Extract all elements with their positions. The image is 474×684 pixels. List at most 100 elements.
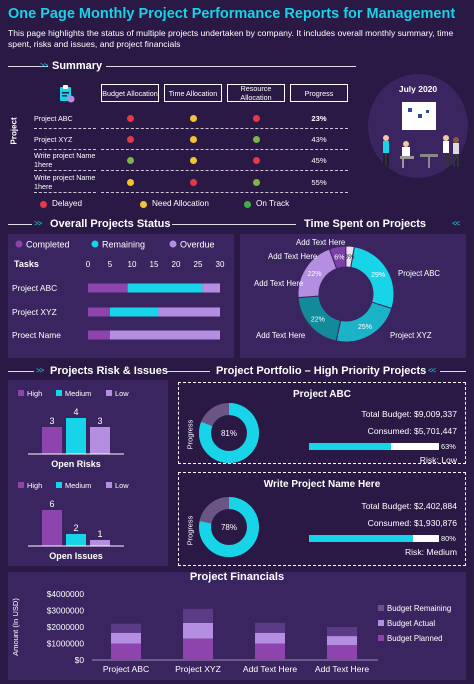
donut-progress	[199, 497, 259, 557]
table-row	[101, 150, 348, 171]
summary-row-name: Write project Name 1here	[34, 151, 96, 171]
legend-swatch	[378, 635, 384, 641]
x-tick-label: Add Text Here	[243, 664, 298, 674]
y-tick-label: $4000000	[47, 589, 85, 599]
consumed-percent: 63%	[441, 442, 456, 451]
data-label: 3	[49, 416, 54, 426]
y-tick-label: $1000000	[47, 639, 85, 649]
col-header-time: Time Allocation	[164, 84, 222, 102]
bar-segment	[202, 283, 220, 293]
slice-value-label: 22%	[311, 316, 325, 323]
divider	[8, 224, 32, 225]
bar-segment	[183, 608, 213, 623]
total-budget: Total Budget: $2,402,884	[361, 501, 457, 511]
slice-value-label: 3%	[344, 254, 354, 261]
legend-label: High	[27, 481, 42, 490]
progress-axis-label: Progress	[185, 419, 195, 450]
legend-swatch	[106, 482, 112, 488]
progress-value: 55%	[311, 177, 327, 187]
data-label: 3	[97, 416, 102, 426]
legend-label: Low	[115, 481, 129, 490]
summary-row-axis-label: Project	[9, 117, 19, 145]
bar	[66, 534, 86, 546]
time-spent-chart: 29% Project ABC 25% Project XYZ 22% Add Text …	[254, 238, 440, 343]
progress-donut: 81%	[199, 403, 259, 463]
status-dot	[190, 178, 197, 186]
y-tick-label: $0	[75, 655, 85, 665]
donut-slice	[335, 301, 393, 343]
legend-label: Remaining	[102, 240, 145, 250]
month-badge: July 2020	[368, 74, 468, 178]
risk-issues-panel: High Medium Low 3 4 3 Open Risks High Medium Low 6…	[8, 380, 168, 566]
data-label: 4	[73, 407, 78, 417]
legend-dot	[244, 201, 251, 208]
consumed-bar	[309, 443, 439, 450]
x-tick-label: 20	[172, 260, 181, 269]
whiteboard-icon	[402, 102, 436, 130]
consumed-bar	[309, 535, 439, 542]
progress-value: 45%	[311, 155, 327, 165]
status-dot	[253, 156, 260, 164]
financials-heading: Project Financials	[189, 571, 285, 583]
data-label: 1	[97, 529, 102, 539]
clipboard-icon	[56, 84, 76, 104]
bar-segment	[88, 283, 128, 293]
month-label: July 2020	[398, 84, 438, 94]
arrow-icon: >>	[34, 219, 42, 228]
tasks-label: Tasks	[14, 259, 39, 269]
y-tick-label: $3000000	[47, 606, 85, 616]
status-dot	[127, 178, 134, 186]
bar-segment	[327, 636, 357, 646]
legend-label: Medium	[65, 481, 91, 490]
status-dot	[253, 135, 260, 143]
legend-swatch	[56, 482, 62, 488]
slice-category-label: Add Text Here	[254, 279, 303, 288]
table-row	[101, 108, 348, 129]
bar-segment	[255, 632, 285, 644]
status-dot	[127, 135, 134, 143]
bar	[42, 427, 62, 454]
summary-heading: Summary	[52, 60, 103, 72]
bar-segment	[110, 330, 220, 340]
status-dot	[127, 156, 134, 164]
status-dot	[253, 114, 260, 122]
bar-segment	[88, 307, 110, 317]
category-label: Project XYZ	[12, 307, 57, 317]
consumed-amount: Consumed: $5,701,447	[367, 426, 457, 436]
category-label: Project ABC	[12, 283, 57, 293]
divider	[106, 66, 356, 67]
bar-segment	[183, 622, 213, 639]
legend-swatch	[106, 390, 112, 396]
page-title: One Page Monthly Project Performance Rep…	[8, 6, 456, 22]
bar-segment	[88, 330, 110, 340]
legend-label: Need Allocation	[152, 199, 209, 208]
card-title: Write Project Name Here	[263, 479, 381, 490]
overall-status-heading: Overall Projects Status	[50, 218, 171, 230]
legend-swatch	[56, 390, 62, 396]
y-tick-label: $2000000	[47, 622, 85, 632]
legend-label: On Track	[256, 199, 290, 208]
summary-legend: Delayed Need Allocation On Track	[40, 198, 360, 212]
bar-segment	[127, 283, 203, 293]
risk-level: Risk: Medium	[404, 547, 457, 557]
legend-label: Budget Planned	[387, 634, 443, 643]
bar-segment	[183, 638, 213, 660]
risk-level: Risk: Low	[419, 455, 457, 465]
chart-title: Open Issues	[49, 551, 103, 561]
consumed-bar-fill	[309, 535, 413, 542]
legend-swatch	[91, 240, 99, 248]
bar	[42, 510, 62, 546]
progress-value: 43%	[311, 134, 327, 144]
progress-value: 81%	[221, 429, 237, 438]
status-dot	[190, 135, 197, 143]
consumed-bar-fill	[309, 443, 391, 450]
legend-dot	[140, 201, 147, 208]
slice-value-label: 6%	[334, 255, 344, 262]
status-dot	[190, 156, 197, 164]
bar	[90, 540, 110, 546]
x-tick-label: 25	[194, 260, 203, 269]
page-subtitle: This page highlights the status of multi…	[8, 28, 454, 49]
legend-label: Medium	[65, 389, 91, 398]
slice-category-label: Project ABC	[398, 269, 440, 278]
bar-segment	[110, 307, 159, 317]
